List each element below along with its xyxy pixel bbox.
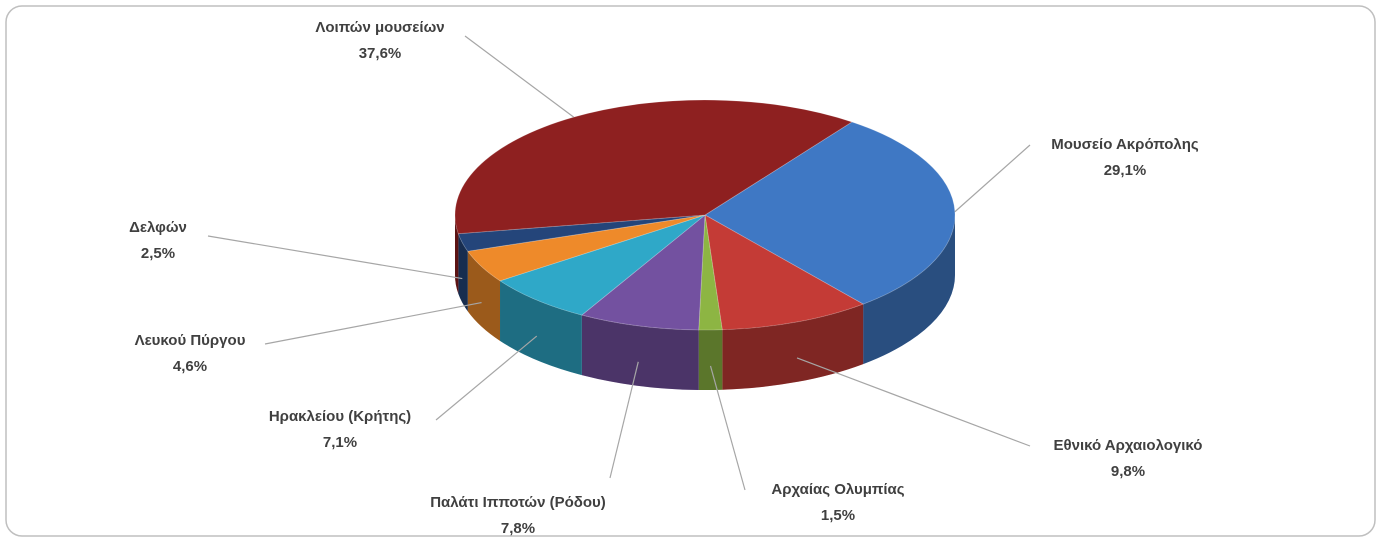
slice [467, 214, 706, 282]
slice-side-shade [500, 280, 582, 376]
leader-line [264, 301, 482, 345]
slice-label: Ηρακλείου (Κρήτης) [269, 408, 411, 425]
slice-side-shade [698, 329, 723, 390]
slice-side [581, 315, 699, 390]
leader-line [954, 144, 1031, 213]
slice [704, 214, 865, 331]
slice-label: Λευκού Πύργου [135, 332, 246, 349]
slice-side-shade [458, 233, 468, 312]
slice-label: Εθνικό Αρχαιολογικό [1054, 437, 1203, 454]
slice-side [455, 215, 459, 294]
slice [457, 214, 706, 252]
slice-side-shade [863, 215, 955, 365]
slice-side-shade [581, 315, 699, 390]
slice-value-label: 7,1% [323, 434, 357, 451]
slice-value-label: 4,6% [173, 358, 207, 375]
slice-side [467, 251, 501, 341]
leader-line [435, 335, 538, 421]
slice-side [500, 280, 582, 376]
slice-side [698, 329, 723, 390]
slice-side [863, 215, 955, 365]
slice-value-label: 7,8% [501, 520, 535, 537]
leader-line [464, 35, 575, 118]
slice-value-label: 9,8% [1111, 463, 1145, 480]
leader-line [207, 235, 463, 280]
slice-value-label: 37,6% [359, 45, 402, 62]
slice [580, 214, 706, 331]
slice-value-label: 1,5% [821, 507, 855, 524]
leader-line [609, 361, 639, 479]
slice [499, 214, 706, 316]
slice-label: Μουσείο Ακρόπολης [1051, 136, 1199, 153]
slice-value-label: 29,1% [1104, 162, 1147, 179]
leader-line [709, 365, 746, 491]
slice-label: Παλάτι Ιπποτών (Ρόδου) [430, 494, 606, 511]
slice-label: Αρχαίας Ολυμπίας [771, 481, 904, 498]
slice-side [458, 233, 468, 312]
slice-label: Λοιπών μουσείων [315, 19, 444, 36]
slice-value-label: 2,5% [141, 245, 175, 262]
slice [704, 121, 956, 305]
slice [698, 214, 723, 331]
slice-side-shade [455, 215, 459, 294]
slice-label: Δελφών [129, 219, 187, 236]
slice [454, 99, 853, 235]
slice-side-shade [467, 251, 501, 341]
slice-side-shade [722, 304, 864, 390]
slice-side [722, 304, 864, 390]
leader-line [796, 357, 1031, 447]
